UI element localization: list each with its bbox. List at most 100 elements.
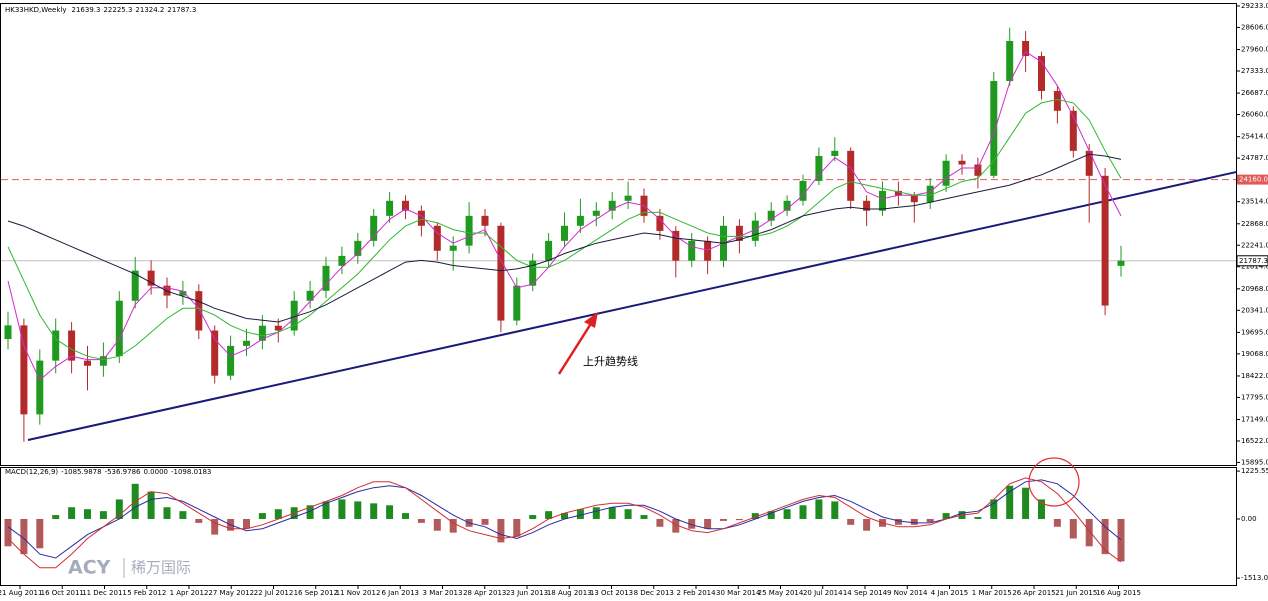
y-tick-label: 17795.0 (1241, 393, 1268, 401)
x-tick-label: 16 Aug 2015 (1096, 589, 1141, 597)
x-tick-label: 21 Aug 2011 (0, 589, 42, 597)
y-tick-label: 19068.0 (1241, 350, 1268, 358)
candle-body (704, 240, 712, 261)
macd-bar (163, 507, 171, 519)
macd-bar (592, 507, 600, 519)
macd-line (7, 479, 1122, 559)
macd-bar (1006, 485, 1014, 519)
x-tick-label: 3 Mar 2013 (423, 589, 463, 597)
candle-body (608, 200, 616, 211)
arrow-head (584, 312, 598, 328)
candle-body (799, 180, 807, 201)
candle-body (243, 340, 250, 346)
main-panel-frame (0, 3, 1237, 466)
highlight-circle (1028, 457, 1080, 507)
y-tick-label: 27960.0 (1241, 46, 1268, 54)
candle-body (68, 330, 76, 361)
candle-body (497, 225, 505, 321)
y-tick-label: 18422.0 (1241, 372, 1268, 380)
x-tick-label: 1 Apr 2012 (170, 589, 209, 597)
macd-bar (815, 499, 823, 519)
candle-body (990, 81, 998, 176)
macd-bar (52, 515, 60, 519)
y-tick-label: 21614.0 (1241, 263, 1268, 271)
macd-bar (370, 503, 378, 519)
x-tick-label: 1 Mar 2015 (972, 589, 1012, 597)
macd-bar (847, 518, 855, 525)
candle-body (958, 160, 966, 165)
candle-body (4, 325, 12, 340)
macd-bar (258, 513, 266, 519)
y-tick-label: 25414.0 (1241, 133, 1268, 141)
macd-bar (36, 518, 44, 549)
candle-body (1069, 110, 1077, 151)
candle-body (1085, 150, 1093, 176)
macd-bar (926, 518, 934, 523)
macd-bar (656, 518, 664, 527)
candle-body (211, 330, 219, 376)
macd-bar (433, 518, 441, 531)
candle-body (354, 240, 362, 256)
macd-bar (831, 501, 839, 519)
y-tick-label: 22868.0 (1241, 220, 1268, 228)
low-readout: 21324.2 (135, 6, 164, 14)
x-tick-label: 2 Feb 2014 (676, 589, 716, 597)
moving-average (7, 50, 1122, 381)
candle-body (322, 265, 330, 291)
candle-body (783, 200, 791, 211)
candle-body (115, 300, 123, 357)
macd-bar (99, 511, 107, 519)
macd-bar (608, 507, 616, 519)
candle-body (656, 215, 664, 231)
macd-bar (910, 518, 918, 525)
macd-bar (767, 511, 775, 519)
y-tick-label: 29233.0 (1241, 2, 1268, 10)
macd-bar (1101, 518, 1109, 555)
candle-body (258, 325, 266, 341)
candle-body (274, 325, 282, 331)
macd-bar (529, 515, 537, 519)
candle-body (767, 210, 775, 221)
macd-bar (115, 499, 123, 519)
candle-body (370, 215, 378, 241)
x-tick-label: 25 May 2014 (758, 589, 804, 597)
candle-body (179, 291, 187, 296)
macd-bar (211, 518, 219, 535)
open-readout: 21639.3 (72, 6, 101, 14)
x-tick-label: 8 Dec 2013 (634, 589, 674, 597)
macd-bar (195, 518, 203, 523)
x-tick-label: 16 Sep 2012 (294, 589, 338, 597)
macd-bar (640, 515, 648, 519)
candle-body (592, 210, 600, 216)
x-tick-label: 20 Jul 2014 (803, 589, 843, 597)
macd-bar (561, 513, 568, 519)
macd-bar (576, 509, 584, 519)
macd-bar (942, 513, 950, 519)
x-tick-label: 5 Feb 2012 (127, 589, 166, 597)
macd-bar (545, 511, 553, 519)
x-tick-label: 21 Jun 2015 (1055, 589, 1097, 597)
candle-body (894, 190, 902, 196)
high-readout: 22225.3 (103, 6, 132, 14)
macd-readout: -1085.9878 (61, 468, 101, 476)
candle-body (576, 215, 584, 226)
macd-bar (274, 509, 282, 519)
macd-bar (386, 505, 394, 519)
macd-bar (338, 499, 346, 519)
macd-bar (402, 513, 409, 519)
macd-bar (624, 509, 632, 519)
macd-header: MACD(12,26,9) -1085.9878 -536.9786 0.0000 -1… (5, 468, 211, 476)
macd-bar (497, 518, 505, 543)
macd-bar (417, 518, 425, 523)
candle-body (402, 200, 409, 211)
trend-line (27, 171, 1237, 441)
candle-body (910, 195, 918, 203)
macd-bar (306, 505, 314, 519)
candle-body (561, 225, 568, 241)
macd-bar (720, 518, 727, 521)
macd-bar (243, 518, 250, 529)
y-tick-label: 27333.0 (1241, 67, 1268, 75)
candle-body (879, 190, 886, 211)
candle-body (1053, 90, 1061, 111)
